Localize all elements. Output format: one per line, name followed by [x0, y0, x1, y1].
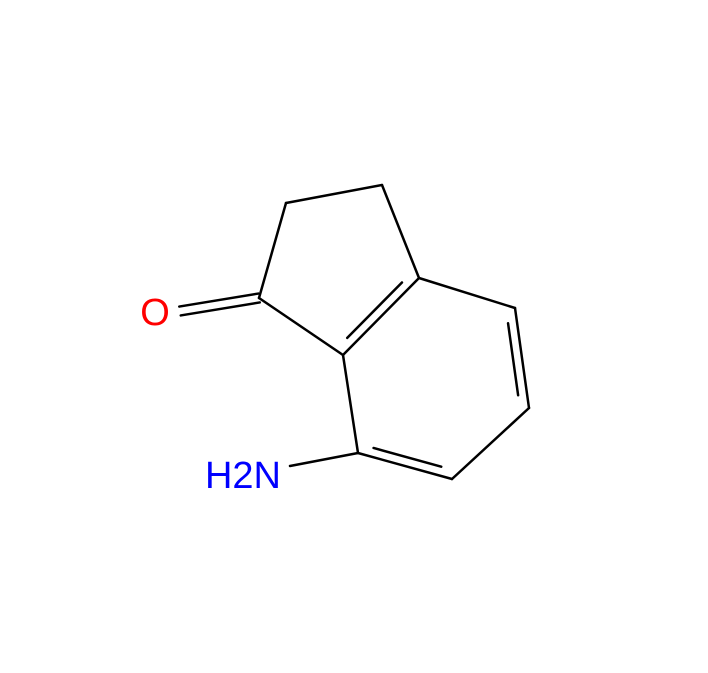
bond-line [419, 278, 515, 308]
bond-line [343, 278, 419, 355]
bond-line [374, 448, 442, 467]
amine-atom-label: H2N [205, 455, 281, 497]
bond-line [508, 323, 518, 395]
bond-line [452, 408, 529, 479]
bond-line [347, 282, 402, 337]
bond-line [259, 298, 343, 355]
bond-line [259, 203, 286, 298]
bond-line [343, 355, 358, 453]
molecule-diagram: O H2N [0, 0, 708, 673]
bond-line [286, 185, 382, 203]
bond-line [382, 185, 419, 278]
oxygen-atom-label: O [140, 292, 170, 334]
bond-line [290, 453, 358, 466]
